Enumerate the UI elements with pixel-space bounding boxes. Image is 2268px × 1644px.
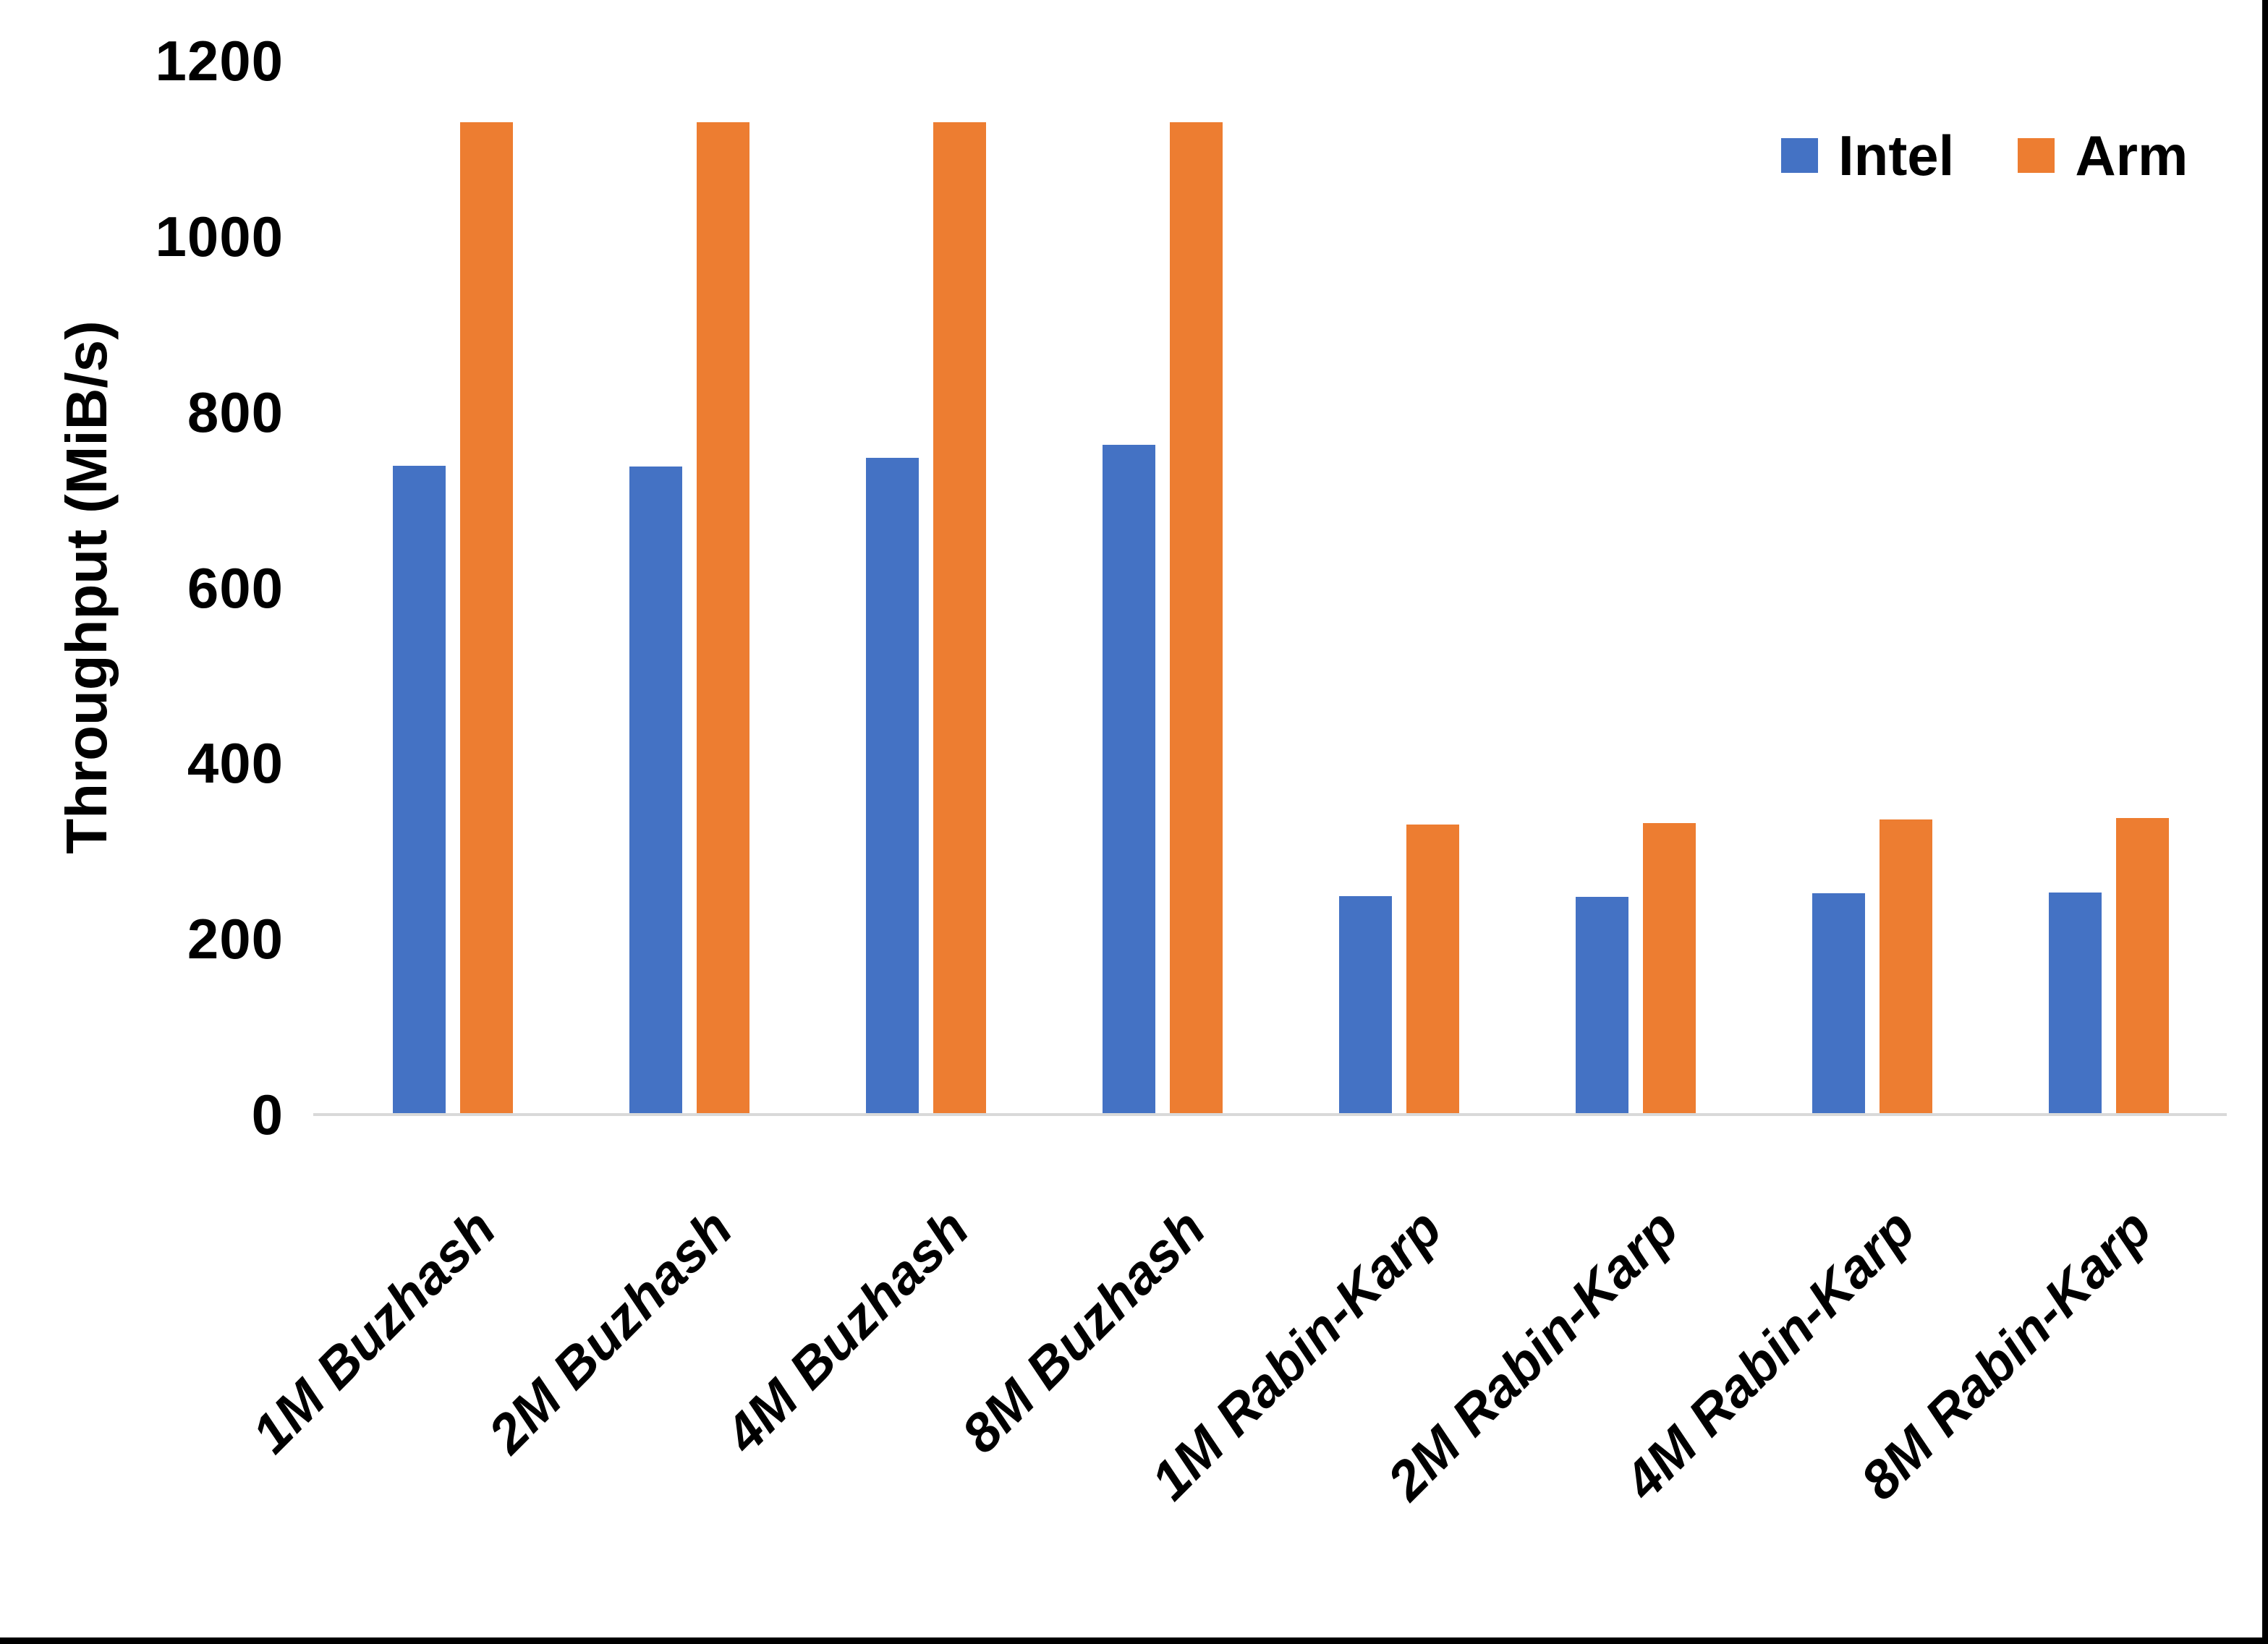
- plot-area: [334, 61, 2227, 1115]
- bar-intel-2m-buzhash: [629, 467, 682, 1115]
- legend-entry-intel: Intel: [1781, 127, 1954, 184]
- bar-arm-8m-rabin-karp: [2116, 818, 2169, 1115]
- x-category-label-4m-buzhash: 4M Buzhash: [713, 1197, 980, 1465]
- image-right-border: [2262, 0, 2268, 1644]
- image-bottom-border: [0, 1637, 2268, 1644]
- bar-intel-4m-rabin-karp: [1812, 893, 1865, 1115]
- bar-arm-1m-rabin-karp: [1406, 825, 1459, 1115]
- bar-intel-8m-rabin-karp: [2049, 893, 2102, 1115]
- bar-intel-4m-buzhash: [866, 458, 919, 1115]
- legend-entry-arm: Arm: [2018, 127, 2188, 184]
- legend: Intel Arm: [1781, 127, 2188, 184]
- bar-intel-1m-rabin-karp: [1339, 896, 1392, 1115]
- x-category-label-2m-buzhash: 2M Buzhash: [476, 1197, 744, 1465]
- y-tick-label-800: 800: [187, 380, 284, 444]
- bar-arm-2m-rabin-karp: [1643, 823, 1696, 1115]
- y-tick-label-1200: 1200: [155, 29, 284, 93]
- y-tick-label-600: 600: [187, 555, 284, 620]
- arm-series-swatch-icon: [2018, 138, 2055, 173]
- x-category-label-1m-buzhash: 1M Buzhash: [239, 1197, 507, 1465]
- x-axis-line: [313, 1113, 2227, 1116]
- y-tick-label-200: 200: [187, 907, 284, 971]
- bar-arm-4m-rabin-karp: [1880, 819, 1932, 1115]
- bar-arm-2m-buzhash: [697, 122, 749, 1115]
- bar-intel-2m-rabin-karp: [1576, 897, 1628, 1115]
- intel-series-swatch-icon: [1781, 138, 1818, 173]
- bar-intel-8m-buzhash: [1103, 445, 1155, 1115]
- y-tick-label-400: 400: [187, 731, 284, 796]
- bar-arm-1m-buzhash: [460, 122, 513, 1115]
- legend-label-intel: Intel: [1838, 124, 1955, 187]
- bar-intel-1m-buzhash: [393, 466, 446, 1115]
- y-tick-label-0: 0: [251, 1083, 284, 1146]
- x-category-label-8m-buzhash: 8M Buzhash: [949, 1197, 1217, 1465]
- legend-label-arm: Arm: [2075, 124, 2188, 187]
- bar-arm-8m-buzhash: [1170, 122, 1223, 1115]
- y-tick-label-1000: 1000: [155, 204, 284, 268]
- bar-arm-4m-buzhash: [933, 122, 986, 1115]
